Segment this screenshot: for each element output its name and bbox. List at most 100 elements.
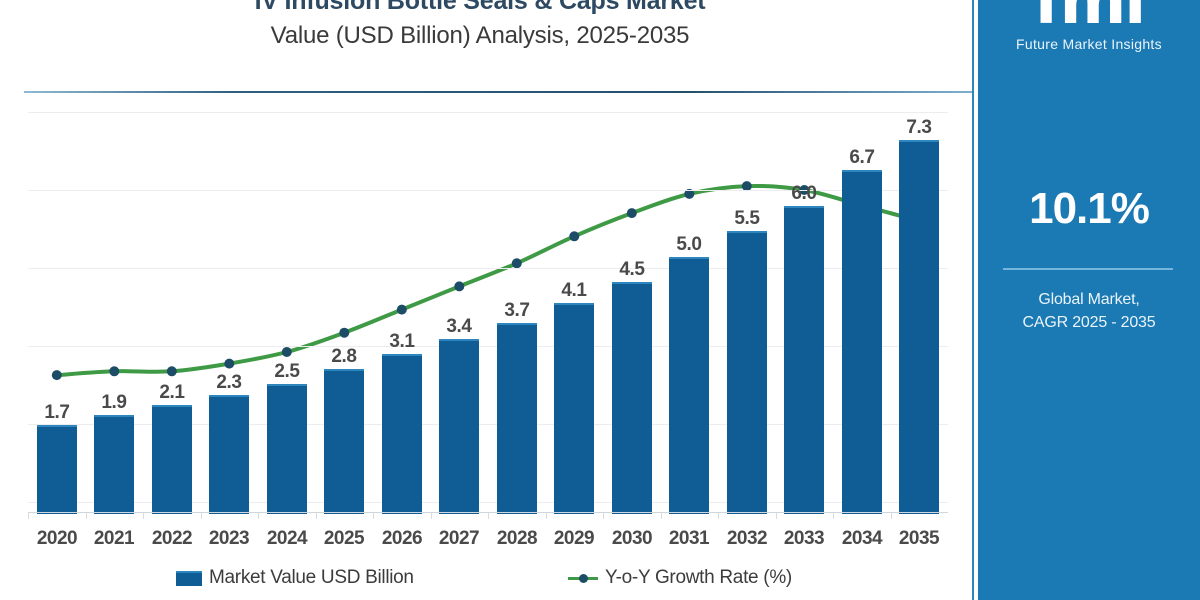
x-axis-tick [258,513,259,519]
line-data-point [281,347,292,357]
gridline [28,346,948,347]
fmi-logo-icon: fmi [1033,0,1146,39]
bar [37,425,77,514]
x-axis-tick [488,513,489,519]
legend-label-growth-rate: Y-o-Y Growth Rate (%) [605,567,792,588]
x-axis-tick [316,513,317,519]
line-data-point [339,327,350,338]
bar [554,303,594,514]
bar [669,257,709,514]
gridline [28,190,948,191]
brand-name: Future Market Insights [1016,36,1162,52]
bar [324,369,364,514]
bar [899,140,939,514]
x-axis-tick [546,513,547,519]
bar [439,339,479,514]
legend-item-growth-rate: Y-o-Y Growth Rate (%) [568,567,792,589]
chart-panel: IV Infusion Bottle Seals & Caps Market V… [0,0,974,595]
x-axis-tick [603,513,604,519]
bar-value-label: 2.1 [159,382,185,403]
line-data-point [626,208,637,219]
line-swatch-icon [568,572,598,584]
header-divider [24,91,974,93]
bar [267,384,307,514]
x-axis-tick [28,513,29,519]
gridline [28,424,948,425]
x-axis-tick [431,513,432,519]
x-axis-label: 2022 [151,528,193,549]
x-axis-label: 2031 [668,528,710,549]
bar [612,282,652,514]
bar [209,395,249,514]
bar-value-label: 5.5 [734,208,760,229]
x-axis-label: 2027 [438,528,480,549]
bar-value-label: 4.1 [561,280,587,301]
bar [497,323,537,514]
bar [152,405,192,514]
brand-logo: fmi Future Market Insights [978,0,1200,52]
line-data-point [109,366,120,377]
chart-legend: Market Value USD Billion Y-o-Y Growth Ra… [28,565,948,595]
line-data-point [166,366,177,377]
bar-value-label: 1.9 [101,392,127,413]
x-axis-tick [833,513,834,519]
x-axis-label: 2025 [323,528,365,549]
bar [94,415,134,514]
bar-value-label: 7.3 [906,117,932,138]
line-data-point [51,370,62,381]
x-axis-tick [373,513,374,519]
x-axis-tick [891,513,892,519]
line-data-point [741,181,752,192]
cagr-divider [1003,268,1173,270]
legend-label-market-value: Market Value USD Billion [209,567,414,588]
x-axis-label: 2023 [208,528,250,549]
plot-area [28,106,948,514]
x-axis-tick [201,513,202,519]
x-axis-label: 2029 [553,528,595,549]
cagr-caption-line-1: Global Market, [1038,291,1140,308]
x-axis-label: 2026 [381,528,423,549]
bar-value-label: 2.8 [331,346,357,367]
chart-header: IV Infusion Bottle Seals & Caps Market V… [0,0,974,93]
line-data-point [569,231,580,242]
x-axis-label: 2024 [266,528,308,549]
line-data-point [684,188,695,199]
bar [784,206,824,514]
x-axis-baseline [28,512,948,513]
x-axis-tick [143,513,144,519]
bar-swatch-icon [176,570,202,586]
bar-value-label: 3.4 [446,316,472,337]
sidebar-accent-rule [972,0,974,600]
growth-rate-line [54,183,922,378]
x-axis-tick [86,513,87,519]
bar-value-label: 6.7 [849,147,875,168]
bar-value-label: 4.5 [619,259,645,280]
bar [382,354,422,514]
bar-value-label: 5.0 [676,234,702,255]
line-data-point [454,281,465,292]
x-axis-label: 2032 [726,528,768,549]
cagr-value: 10.1% [1029,184,1150,233]
x-axis-label: 2034 [841,528,883,549]
brand-sidebar: fmi Future Market Insights 10.1% Global … [978,0,1200,600]
cagr-caption: Global Market, CAGR 2025 - 2035 [978,288,1200,334]
bar [727,231,767,514]
gridline [28,502,948,503]
chart-title-line-1: IV Infusion Bottle Seals & Caps Market [254,0,706,15]
x-axis-tick [776,513,777,519]
cagr-caption-line-2: CAGR 2025 - 2035 [1022,314,1156,332]
x-axis-label: 2035 [898,528,940,549]
x-axis-label: 2028 [496,528,538,549]
x-axis-tick [661,513,662,519]
bar [842,170,882,514]
x-axis-label: 2021 [93,528,135,549]
bar-value-label: 1.7 [44,402,70,423]
bar-value-label: 2.3 [216,372,242,393]
legend-item-market-value: Market Value USD Billion [176,567,414,589]
x-axis-label: 2030 [611,528,653,549]
line-data-point [224,358,235,369]
gridline [28,268,948,269]
x-axis-label: 2033 [783,528,825,549]
x-axis-tick [718,513,719,519]
